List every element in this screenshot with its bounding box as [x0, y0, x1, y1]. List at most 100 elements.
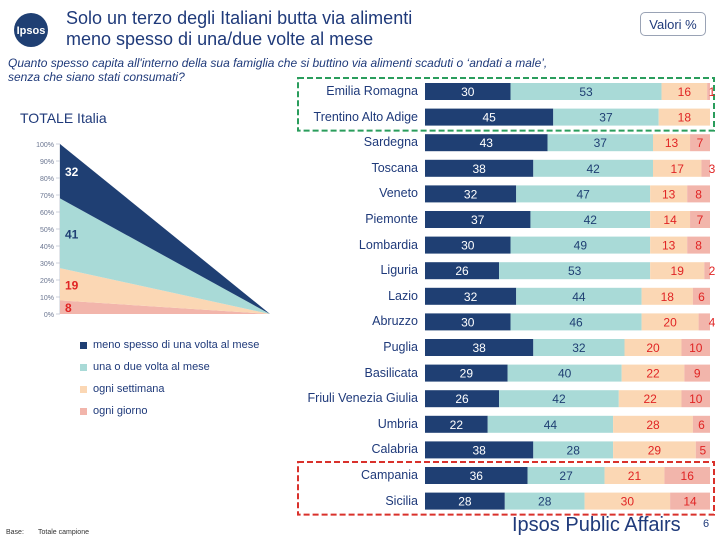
bar-value-label: 44: [572, 290, 586, 304]
base-value: Totale campione: [38, 529, 89, 536]
bar-value-label: 26: [455, 392, 469, 406]
bar-value-label: 20: [663, 315, 677, 329]
page-title: Solo un terzo degli Italiani butta via a…: [66, 8, 446, 50]
bar-value-label: 13: [662, 187, 676, 201]
brand-name: Ipsos Public Affairs: [512, 514, 681, 536]
values-unit-badge: Valori %: [640, 12, 706, 36]
best-regions-highlight: [297, 77, 715, 132]
ipsos-logo: Ipsos: [14, 13, 48, 47]
bar-segment: [641, 287, 693, 305]
bar-segment: [704, 262, 710, 280]
bar-value-label: 45: [482, 111, 496, 125]
bar-segment: [584, 492, 671, 510]
bar-segment: [425, 467, 528, 484]
bar-value-label: 18: [678, 111, 692, 125]
bar-value-label: 9: [694, 367, 701, 381]
bar-segment: [664, 467, 710, 484]
bar-value-label: 44: [544, 418, 558, 432]
legend-label: una o due volta al mese: [93, 361, 210, 373]
bar-segment: [425, 185, 517, 203]
bar-value-label: 28: [458, 495, 472, 509]
bar-segment: [692, 415, 710, 433]
bar-value-label: 20: [646, 341, 660, 355]
bar-value-label: 27: [559, 469, 573, 483]
area-una-o-due: [60, 198, 270, 314]
bar-value-label: 28: [567, 443, 581, 457]
bar-value-label: 37: [599, 111, 613, 125]
bar-segment: [690, 134, 710, 152]
bar-value-label: 14: [683, 495, 697, 509]
region-label: Sicilia: [385, 493, 418, 508]
legend-item-daily: ogni giorno: [80, 400, 259, 422]
bar-value-label: 28: [538, 495, 552, 509]
bar-segment: [425, 108, 554, 126]
area-value-label: 41: [65, 227, 79, 241]
bar-value-label: 32: [464, 290, 478, 304]
bar-segment: [690, 211, 710, 228]
bar-segment: [653, 159, 702, 177]
bar-segment: [650, 236, 688, 254]
logo-text: Ipsos: [17, 25, 46, 37]
bar-segment: [687, 236, 710, 254]
bar-segment: [604, 467, 665, 484]
bar-segment: [425, 390, 500, 408]
bar-segment: [425, 313, 511, 331]
bar-value-label: 29: [648, 443, 662, 457]
bar-segment: [533, 441, 614, 459]
bar-value-label: 7: [697, 213, 704, 227]
area-meno-spesso: [60, 144, 270, 314]
bar-value-label: 1: [709, 85, 716, 99]
bar-segment: [425, 441, 534, 459]
area-value-label: 32: [65, 165, 79, 179]
bar-value-label: 30: [461, 315, 475, 329]
total-area-chart: 0% 10% 20% 30% 40% 50% 60% 70% 80% 90% 100% 8 19 41 3…: [36, 142, 270, 319]
bar-segment: [425, 211, 531, 228]
bar-segment: [530, 211, 651, 228]
title-line-1: Solo un terzo degli Italiani butta via a…: [66, 8, 413, 28]
bar-segment: [425, 364, 508, 382]
bar-value-label: 22: [646, 367, 660, 381]
area-value-label: 8: [65, 301, 72, 315]
bar-segment: [661, 83, 708, 100]
bar-segment: [425, 339, 534, 356]
total-chart-title: TOTALE Italia: [20, 110, 107, 126]
bar-segment: [425, 159, 534, 177]
y-tick-label: 70%: [40, 193, 54, 200]
region-label: Sardegna: [363, 135, 418, 150]
bar-segment: [547, 134, 653, 152]
question-line-2: senza che siano stati consumati?: [8, 70, 185, 84]
bar-segment: [504, 492, 585, 510]
bar-segment: [621, 364, 685, 382]
question-text: Quanto spesso capita all'interno della s…: [8, 56, 618, 84]
bar-segment: [670, 492, 710, 510]
bar-segment: [533, 159, 653, 177]
bar-value-label: 46: [569, 315, 583, 329]
bar-value-label: 22: [643, 392, 657, 406]
bar-segment: [516, 185, 651, 203]
bar-value-label: 40: [558, 367, 572, 381]
bar-value-label: 32: [572, 341, 586, 355]
legend-swatch: [80, 407, 87, 415]
bar-value-label: 29: [460, 367, 474, 381]
bar-segment: [618, 390, 682, 408]
bar-segment: [698, 313, 710, 331]
bar-segment: [499, 262, 651, 280]
question-line-1: Quanto spesso capita all'interno della s…: [8, 56, 548, 70]
legend-item-monthly: una o due volta al mese: [80, 356, 259, 378]
legend-label: ogni giorno: [93, 405, 148, 417]
bar-value-label: 5: [700, 443, 707, 457]
bar-value-label: 30: [461, 85, 475, 99]
legend-item-weekly: ogni settimana: [80, 378, 259, 400]
bar-value-label: 17: [671, 162, 685, 176]
bar-value-label: 22: [450, 418, 464, 432]
bar-segment: [425, 492, 505, 510]
bar-value-label: 18: [661, 290, 675, 304]
bar-segment: [650, 262, 705, 280]
bar-segment: [425, 134, 548, 152]
legend-item-monthly-less: meno spesso di una volta al mese: [80, 334, 259, 356]
region-label: Veneto: [379, 186, 418, 201]
y-tick-label: 10%: [40, 295, 54, 302]
y-tick-label: 60%: [40, 210, 54, 217]
bar-segment: [425, 262, 500, 280]
